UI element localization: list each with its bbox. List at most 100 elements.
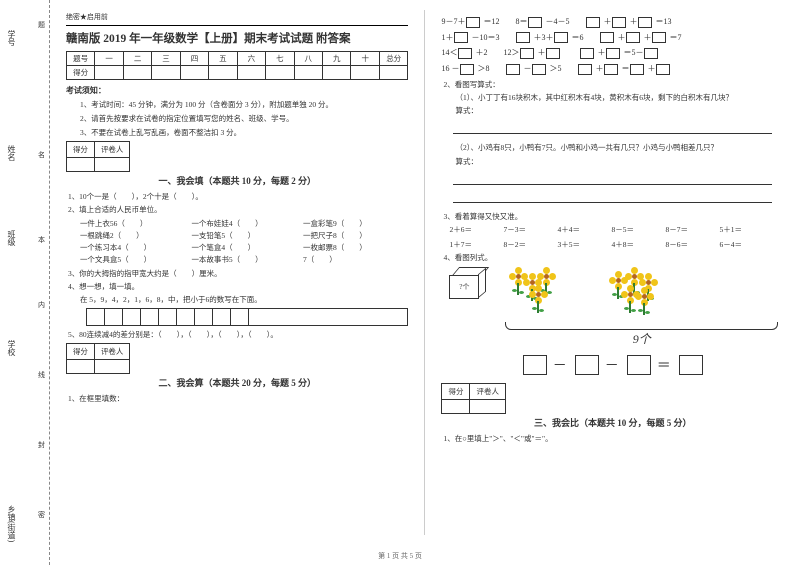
- dash-char: 封: [38, 440, 45, 450]
- mini-cell[interactable]: [66, 158, 94, 172]
- blank-box[interactable]: [506, 64, 520, 75]
- blank-box[interactable]: [528, 17, 542, 28]
- mini-cell[interactable]: [442, 400, 470, 414]
- mini-cell[interactable]: [94, 158, 130, 172]
- blank-box[interactable]: [460, 64, 474, 75]
- cell[interactable]: [209, 66, 237, 80]
- item: 8－5＝: [611, 224, 657, 235]
- t: －4－5: [545, 17, 585, 26]
- cell[interactable]: [323, 66, 351, 80]
- big-box[interactable]: [523, 355, 547, 375]
- cell[interactable]: [152, 66, 180, 80]
- p3-q1: 1、在○里填上"＞"、"＜"或"＝"。: [443, 433, 784, 444]
- dash-char: 名: [38, 150, 45, 160]
- cell[interactable]: [95, 66, 123, 80]
- item: 一件上衣56（ ）: [80, 218, 186, 229]
- blank-box[interactable]: [466, 17, 480, 28]
- dash-char: 密: [38, 510, 45, 520]
- blank-box[interactable]: [554, 32, 568, 43]
- th: 七: [266, 52, 294, 66]
- rq3: 3、看着算得又快又准。: [443, 211, 784, 222]
- t: ＋: [595, 64, 603, 73]
- blank-box[interactable]: [458, 48, 472, 59]
- blank-box[interactable]: [656, 64, 670, 75]
- item: 一盒彩笔9（ ）: [303, 218, 409, 229]
- blank-box[interactable]: [516, 32, 530, 43]
- mini-h: 得分: [442, 384, 470, 400]
- binding-label: 乡镇(街道): [6, 505, 17, 542]
- item: 3＋5＝: [557, 239, 603, 250]
- cell[interactable]: [237, 66, 265, 80]
- big-box[interactable]: [679, 355, 703, 375]
- th: 十: [351, 52, 379, 66]
- q1: 1、10个一是（ ），2个十是（ ）。: [68, 191, 409, 202]
- cell[interactable]: [294, 66, 322, 80]
- blank-box[interactable]: [652, 32, 666, 43]
- blank-box[interactable]: [520, 48, 534, 59]
- notice-title: 考试须知：: [66, 85, 409, 96]
- blank-box[interactable]: [638, 17, 652, 28]
- eq-row: 16 － ＞8 － ＞5 ＋ ＝ ＋: [441, 63, 784, 75]
- blank-box[interactable]: [586, 17, 600, 28]
- item: 7－3＝: [503, 224, 549, 235]
- blank-box[interactable]: [546, 48, 560, 59]
- t: ＋: [603, 17, 611, 26]
- big-box[interactable]: [575, 355, 599, 375]
- cell[interactable]: [123, 66, 151, 80]
- blank-box[interactable]: [604, 64, 618, 75]
- blank-box[interactable]: [578, 64, 592, 75]
- blank-box[interactable]: [454, 32, 468, 43]
- eq-row: 14＜ ＋2 12＞ ＋ ＋ ＝5－: [441, 47, 784, 59]
- rq3-items: 2＋6＝ 7－3＝ 4＋4＝ 8－5＝ 8－7＝ 5＋1＝ 1＋7＝ 8－2＝ …: [449, 224, 784, 250]
- answer-line[interactable]: [453, 175, 772, 185]
- blank-box[interactable]: [600, 32, 614, 43]
- flowers-figure: [499, 267, 699, 322]
- rq4: 4、看图列式。: [443, 252, 784, 263]
- p2-q1: 1、在框里填数：: [68, 393, 409, 404]
- blank-box[interactable]: [612, 17, 626, 28]
- big-equation: － － ＝: [441, 355, 784, 375]
- blank-box[interactable]: [532, 64, 546, 75]
- item: 8－2＝: [503, 239, 549, 250]
- item: 8－7＝: [665, 224, 711, 235]
- cell[interactable]: [351, 66, 379, 80]
- rule: [66, 25, 409, 26]
- item: 一支铅笔5（ ）: [191, 230, 297, 241]
- th: 九: [323, 52, 351, 66]
- figure-area: ?个 9个: [447, 267, 784, 347]
- left-column: 绝密★启用前 赣南版 2019 年一年级数学【上册】期末考试试题 附答案 题号 …: [50, 0, 425, 565]
- mini-cell[interactable]: [66, 359, 94, 373]
- binding-label: 学校: [6, 340, 17, 356]
- answer-line[interactable]: [453, 193, 772, 203]
- th: 题号: [66, 52, 94, 66]
- blank-box[interactable]: [626, 32, 640, 43]
- notice: 1、考试时间：45 分钟，满分为 100 分（含卷面分 3 分），附加题单独 2…: [80, 99, 409, 110]
- mini-cell[interactable]: [470, 400, 506, 414]
- th: 二: [123, 52, 151, 66]
- t: －: [523, 64, 531, 73]
- t: ＋: [647, 64, 655, 73]
- dash-char: 本: [38, 235, 45, 245]
- page-footer: 第 1 页 共 5 页: [0, 551, 800, 561]
- mini-cell[interactable]: [94, 359, 130, 373]
- blank-box[interactable]: [606, 48, 620, 59]
- answer-grid[interactable]: [86, 308, 409, 326]
- part3-title: 三、我会比（本题共 10 分，每题 5 分）: [441, 416, 784, 429]
- item: 7（ ）: [303, 254, 409, 265]
- blank-box[interactable]: [644, 48, 658, 59]
- big-box[interactable]: [627, 355, 651, 375]
- binding-label: 姓名: [6, 145, 17, 161]
- dash-char: 题: [38, 20, 45, 30]
- answer-line[interactable]: [453, 124, 772, 134]
- part1-title: 一、我会填（本题共 10 分，每题 2 分）: [66, 174, 409, 187]
- q4: 4、想一想，填一填。: [68, 281, 409, 292]
- binding-label: 学号: [6, 30, 17, 46]
- blank-box[interactable]: [580, 48, 594, 59]
- blank-box[interactable]: [630, 64, 644, 75]
- th: 六: [237, 52, 265, 66]
- cell[interactable]: [180, 66, 208, 80]
- binding-label: 班级: [6, 230, 17, 246]
- cell[interactable]: [266, 66, 294, 80]
- cell[interactable]: [379, 66, 408, 80]
- eq-row: 9－7＋ ＝12 8＝ －4－5 ＋ ＋ ＝13: [441, 16, 784, 28]
